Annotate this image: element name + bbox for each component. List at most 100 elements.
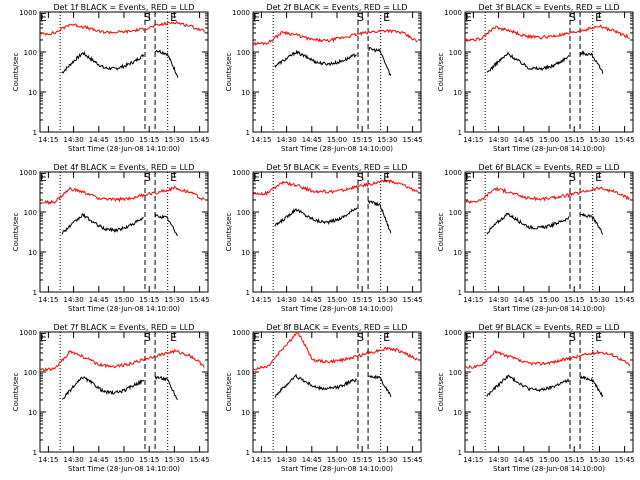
lld-series-line: [464, 349, 631, 369]
y-tick-label: 1: [458, 289, 462, 297]
panel-title: Det 7f BLACK = Events, RED = LLD: [53, 323, 194, 332]
lld-series-line: [252, 28, 418, 47]
events-series-line: [274, 373, 392, 398]
x-tick-label: 15:15: [564, 136, 584, 144]
x-tick-label: 15:15: [564, 456, 584, 464]
panel-title: Det 4f BLACK = Events, RED = LLD: [53, 163, 194, 172]
y-axis-label: Counts/sec: [12, 53, 20, 92]
x-tick-label: 14:45: [89, 296, 109, 304]
marker-label: S: [569, 11, 576, 24]
chart-panel: Det 3f BLACK = Events, RED = LLD 1 10 100 10…: [437, 3, 635, 153]
events-series-line: [61, 49, 179, 78]
y-tick-label: 1000: [232, 329, 250, 337]
marker-label: E: [595, 171, 602, 184]
panel-title: Det 1f BLACK = Events, RED = LLD: [53, 3, 194, 12]
chart-panel: Det 9f BLACK = Events, RED = LLD 1 10 100 10…: [437, 323, 635, 473]
y-tick-label: 1: [33, 449, 37, 457]
events-series-line: [274, 46, 392, 76]
events-series-line: [486, 212, 604, 235]
x-tick-label: 14:30: [64, 136, 84, 144]
chart-panel: Det 1f BLACK = Events, RED = LLD 1 10 100 10…: [12, 3, 210, 153]
panel-title: Det 6f BLACK = Events, RED = LLD: [478, 163, 619, 172]
x-axis-label: Start Time (28-Jun-08 14:10:00): [281, 465, 393, 473]
marker-label: S: [144, 171, 151, 184]
marker-label: E: [465, 11, 472, 24]
marker-label: S: [357, 171, 364, 184]
x-tick-label: 15:00: [539, 296, 559, 304]
lld-series-line: [39, 20, 206, 36]
y-tick-label: 1: [33, 289, 37, 297]
marker-label: E: [595, 11, 602, 24]
x-axis-label: Start Time (28-Jun-08 14:10:00): [281, 145, 393, 153]
lld-series-line: [464, 186, 630, 204]
x-tick-label: 14:15: [463, 456, 483, 464]
y-tick-label: 100: [237, 49, 250, 57]
x-tick-label: 14:30: [489, 456, 509, 464]
y-tick-label: 1000: [444, 329, 462, 337]
y-tick-label: 100: [24, 369, 37, 377]
lld-series-line: [464, 24, 630, 43]
marker-label: E: [253, 171, 260, 184]
y-axis-label: Counts/sec: [437, 373, 445, 412]
x-tick-label: 14:45: [514, 136, 534, 144]
x-tick-label: 14:45: [89, 456, 109, 464]
marker-label: S: [569, 331, 576, 344]
axis-frame: [39, 331, 209, 453]
marker-label: S: [569, 171, 576, 184]
marker-label: E: [253, 331, 260, 344]
y-tick-label: 1000: [19, 9, 37, 17]
x-tick-label: 15:30: [377, 296, 397, 304]
x-tick-label: 15:30: [589, 136, 609, 144]
y-tick-label: 1000: [232, 169, 250, 177]
marker-label: E: [383, 331, 390, 344]
marker-label: E: [170, 331, 177, 344]
y-tick-label: 1: [246, 129, 250, 137]
y-tick-label: 1000: [232, 9, 250, 17]
x-tick-label: 14:15: [251, 136, 271, 144]
y-axis-label: Counts/sec: [12, 373, 20, 412]
chart-panel: Det 2f BLACK = Events, RED = LLD 1 10 100 10…: [225, 3, 423, 153]
events-series-line: [61, 212, 178, 237]
panel-title: Det 5f BLACK = Events, RED = LLD: [266, 163, 407, 172]
marker-label: E: [40, 171, 47, 184]
marker-label: E: [465, 331, 472, 344]
x-tick-label: 14:15: [38, 136, 58, 144]
x-tick-label: 14:15: [463, 136, 483, 144]
x-tick-label: 14:45: [514, 296, 534, 304]
y-tick-label: 100: [449, 369, 462, 377]
y-tick-label: 100: [24, 49, 37, 57]
y-tick-label: 10: [241, 409, 250, 417]
lld-series-line: [252, 331, 418, 371]
x-tick-label: 14:30: [64, 456, 84, 464]
x-tick-label: 15:00: [539, 456, 559, 464]
x-tick-label: 15:00: [327, 296, 347, 304]
y-tick-label: 100: [237, 369, 250, 377]
y-tick-label: 1: [33, 129, 37, 137]
x-axis-label: Start Time (28-Jun-08 14:10:00): [493, 465, 605, 473]
x-tick-label: 14:15: [38, 296, 58, 304]
x-tick-label: 15:00: [114, 296, 134, 304]
panel-title: Det 2f BLACK = Events, RED = LLD: [266, 3, 407, 12]
marker-label: E: [465, 171, 472, 184]
y-tick-label: 1000: [444, 9, 462, 17]
axis-frame: [252, 11, 422, 133]
x-tick-label: 14:30: [277, 136, 297, 144]
panel-title: Det 3f BLACK = Events, RED = LLD: [478, 3, 619, 12]
x-tick-label: 14:30: [489, 296, 509, 304]
marker-label: S: [144, 11, 151, 24]
x-tick-label: 15:30: [377, 136, 397, 144]
x-axis-label: Start Time (28-Jun-08 14:10:00): [493, 145, 605, 153]
x-tick-label: 15:00: [114, 136, 134, 144]
x-tick-label: 15:15: [139, 136, 159, 144]
x-tick-label: 14:45: [302, 296, 322, 304]
marker-label: E: [170, 11, 177, 24]
chart-panel: Det 8f BLACK = Events, RED = LLD 1 10 100 10…: [225, 323, 423, 473]
x-axis-label: Start Time (28-Jun-08 14:10:00): [281, 305, 393, 313]
y-tick-label: 10: [28, 249, 37, 257]
y-tick-label: 100: [449, 209, 462, 217]
events-series-line: [486, 374, 604, 398]
marker-label: E: [170, 171, 177, 184]
y-axis-label: Counts/sec: [437, 213, 445, 252]
chart-panel: Det 4f BLACK = Events, RED = LLD 1 10 100 10…: [12, 163, 210, 313]
